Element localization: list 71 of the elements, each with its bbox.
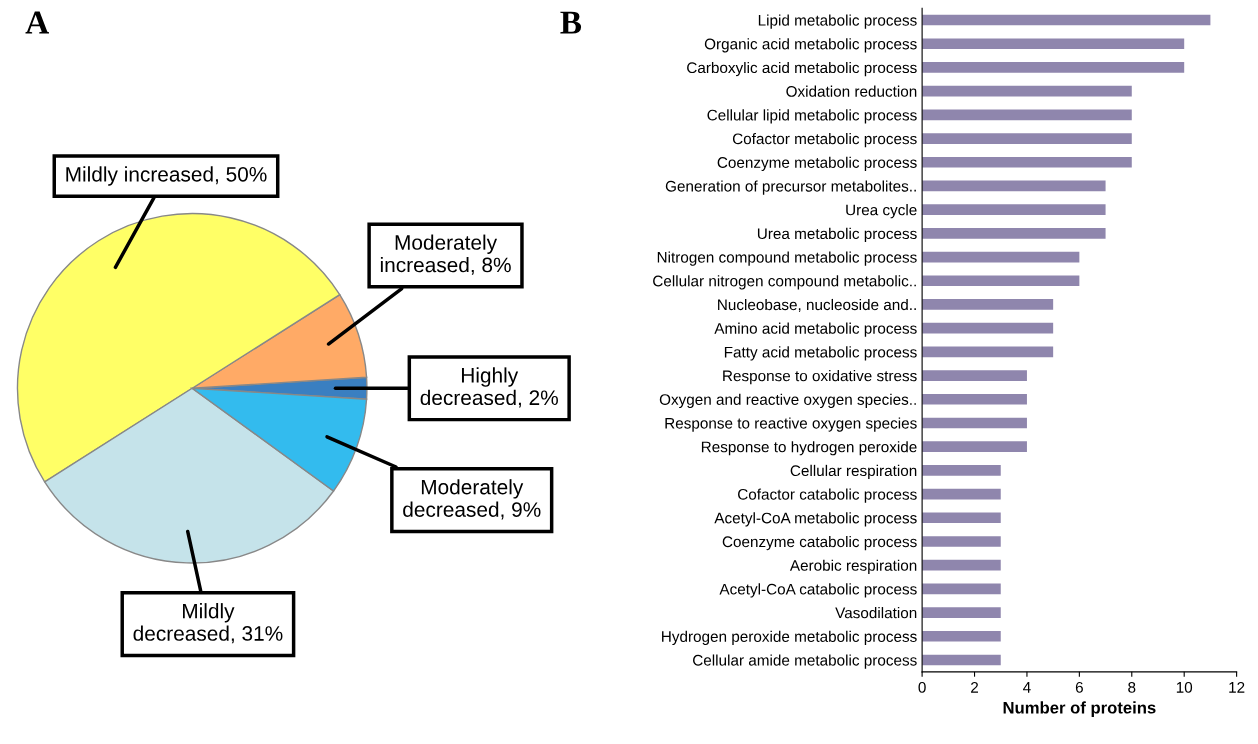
- bar: [922, 465, 1001, 476]
- y-tick-label: Cellular respiration: [790, 464, 917, 480]
- bar: [922, 109, 1132, 121]
- y-tick-label: Hydrogen peroxide metabolic process: [662, 630, 917, 645]
- x-axis-title: Number of proteins: [1003, 701, 1156, 717]
- slice-label: Highly decreased, 2%: [420, 367, 558, 408]
- y-tick-label: Cellular amide metabolic process: [693, 654, 917, 669]
- y-tick-label: Organic acid metabolic process: [704, 38, 917, 53]
- y-tick-label: Coenzyme catabolic process: [722, 535, 917, 551]
- y-tick-label: Acetyl-CoA metabolic process: [714, 512, 917, 527]
- bar: [922, 441, 1027, 452]
- x-tick-label: 0: [918, 681, 926, 693]
- y-tick-label: Aerobic respiration: [789, 559, 917, 574]
- bar: [922, 275, 1080, 287]
- slice-label: Mildly increased, 50%: [66, 166, 267, 186]
- y-tick-label: Oxygen and reactive oxygen species..: [659, 393, 916, 408]
- chart-title: A: [25, 11, 49, 34]
- bar: [922, 583, 1001, 595]
- bar: [922, 38, 1185, 50]
- y-tick-label: Response to oxidative stress: [723, 370, 917, 385]
- x-tick-label: 4: [1023, 682, 1031, 693]
- bar: [922, 322, 1054, 334]
- bar: [922, 559, 1001, 571]
- bar: [922, 607, 1001, 618]
- bar: [922, 156, 1132, 168]
- y-tick-label: Generation of precursor metabolites..: [665, 180, 916, 195]
- bar: [922, 536, 1001, 547]
- bar: [922, 654, 1001, 666]
- bar: [922, 14, 1211, 26]
- y-tick-label: Acetyl-CoA catabolic process: [719, 583, 917, 598]
- bar: [922, 630, 1001, 642]
- x-tick-label: 12: [1229, 681, 1245, 693]
- bar: [922, 417, 1027, 429]
- y-tick-label: Nucleobase, nucleoside and..: [718, 298, 916, 312]
- x-tick-label: 6: [1075, 681, 1083, 693]
- y-tick-label: Response to hydrogen peroxide: [701, 441, 917, 456]
- bar: [922, 512, 1001, 524]
- y-tick-label: Cofactor catabolic process: [738, 488, 917, 503]
- bar: [922, 299, 1054, 310]
- bar: [922, 228, 1106, 239]
- y-tick-label: Carboxylic acid metabolic process: [687, 61, 917, 77]
- text: B: [560, 11, 582, 34]
- x-tick-label: 10: [1176, 681, 1193, 693]
- y-tick-label: Fatty acid metabolic process: [724, 346, 917, 361]
- x-tick-label: 8: [1128, 681, 1136, 693]
- y-tick-label: Cellular lipid metabolic process: [707, 109, 917, 124]
- y-tick-label: Cofactor metabolic process: [732, 133, 917, 148]
- bar: [922, 488, 1001, 500]
- bar: [922, 251, 1080, 263]
- y-tick-label: Coenzyme metabolic process: [717, 156, 917, 171]
- slice-label: Moderately decreased, 9%: [403, 479, 541, 520]
- slice-label: Mildly decreased, 31%: [133, 603, 283, 644]
- y-tick-label: Urea metabolic process: [757, 227, 917, 243]
- y-tick-label: Urea cycle: [846, 204, 917, 219]
- y-tick-label: Cellular nitrogen compound metabolic..: [653, 275, 916, 290]
- y-tick-label: Lipid metabolic process: [758, 14, 917, 29]
- y-tick-label: Vasodilation: [835, 607, 917, 619]
- x-tick-label: 2: [971, 681, 979, 693]
- bar: [922, 62, 1185, 73]
- bar: [922, 204, 1106, 215]
- y-tick-label: Response to reactive oxygen species: [665, 417, 917, 432]
- slice-label: Moderately increased, 8%: [380, 234, 511, 275]
- bar: [922, 393, 1027, 405]
- bar: [922, 370, 1027, 381]
- bar: [922, 133, 1132, 144]
- bar: [922, 85, 1132, 97]
- bar: [922, 180, 1106, 192]
- y-tick-label: Amino acid metabolic process: [714, 322, 917, 337]
- y-tick-label: Oxidation reduction: [786, 85, 917, 97]
- bar: [922, 346, 1054, 358]
- y-tick-label: Nitrogen compound metabolic process: [657, 251, 917, 266]
